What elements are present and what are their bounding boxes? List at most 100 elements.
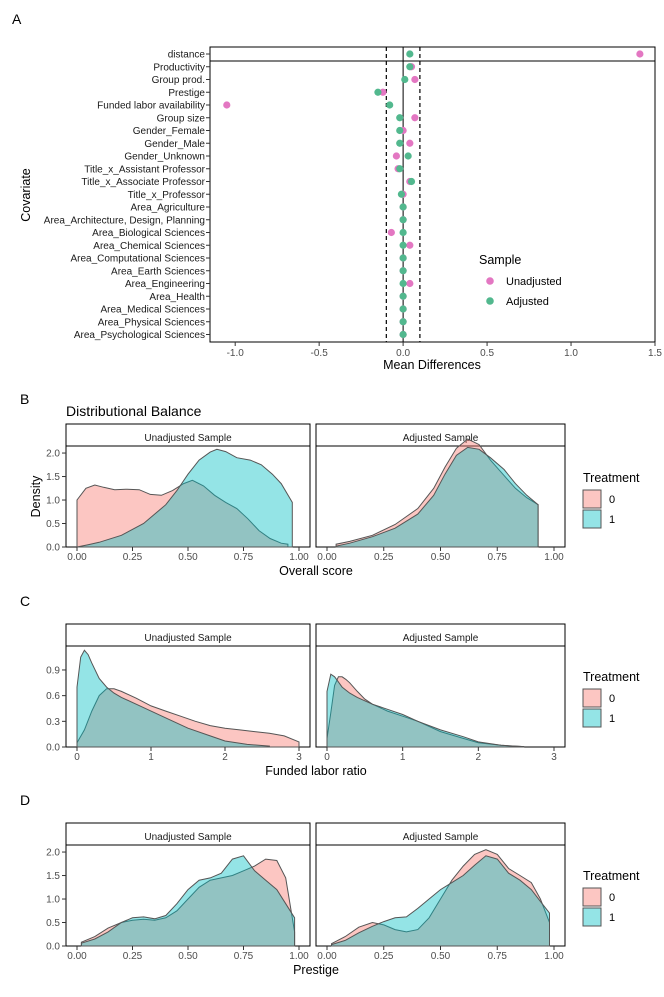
x-tick-label: 1.00 xyxy=(544,552,564,563)
legend-swatch-treatment-1 xyxy=(582,708,602,728)
x-tick-label: 0.00 xyxy=(67,951,87,962)
legend-label-treatment-0: 0 xyxy=(609,494,615,506)
x-tick-label: 0.75 xyxy=(234,951,254,962)
y-tick-label: 2.0 xyxy=(46,449,60,460)
y-tick-label: 1.5 xyxy=(46,472,60,483)
density-area-treatment-0 xyxy=(76,688,300,748)
x-tick-label: 0.25 xyxy=(374,951,394,962)
y-tick-label: 1.0 xyxy=(46,895,60,906)
facet-label: Adjusted Sample xyxy=(403,433,479,444)
density-area-treatment-0 xyxy=(335,438,539,548)
covariate-label: Area_Psychological Sciences xyxy=(74,330,205,341)
point-adjusted xyxy=(406,50,414,58)
x-tick-label: 2 xyxy=(222,752,228,763)
x-tick-label: -1.0 xyxy=(227,348,245,359)
point-unadjusted xyxy=(379,88,387,96)
point-adjusted xyxy=(406,63,414,71)
covariate-label: Title_x_Assistant Professor xyxy=(84,164,205,175)
y-tick-label: 0.9 xyxy=(46,665,60,676)
x-tick-label: 0.0 xyxy=(396,348,410,359)
x-tick-label: 0.25 xyxy=(123,552,143,563)
covariate-label: Area_Computational Sciences xyxy=(70,254,205,265)
covariate-label: Funded labor availability xyxy=(97,101,205,112)
point-adjusted xyxy=(399,203,407,211)
covariate-label: Gender_Male xyxy=(144,139,205,150)
x-tick-label: 1.00 xyxy=(289,552,309,563)
x-tick-label: 0 xyxy=(74,752,80,763)
point-unadjusted xyxy=(223,101,231,109)
point-unadjusted xyxy=(392,152,400,160)
x-tick-label: -0.5 xyxy=(311,348,329,359)
covariate-label: Area_Physical Sciences xyxy=(98,317,205,328)
covariate-label: Area_Earth Sciences xyxy=(111,266,205,277)
x-tick-label: 1.00 xyxy=(544,951,564,962)
point-unadjusted xyxy=(387,228,395,237)
density-area-treatment-0 xyxy=(331,849,550,947)
point-adjusted xyxy=(397,190,406,198)
love-plot-frame xyxy=(209,46,656,343)
point-unadjusted xyxy=(411,75,419,84)
y-tick-label: 0.6 xyxy=(46,691,60,702)
x-tick-label: 0.50 xyxy=(431,552,451,563)
x-tick-label: 0.25 xyxy=(374,552,394,563)
density-area-treatment-0 xyxy=(80,858,296,947)
x-axis-title: Mean Differences xyxy=(383,358,481,372)
covariate-label: Area_Engineering xyxy=(125,279,205,290)
point-adjusted xyxy=(399,241,407,249)
y-tick-label: 0.0 xyxy=(46,743,60,754)
legend-swatch-treatment-0 xyxy=(582,688,602,708)
legend-swatch-treatment-1 xyxy=(582,907,602,927)
point-adjusted xyxy=(399,305,407,313)
density-area-treatment-1 xyxy=(326,673,525,748)
legend-label-treatment-0: 0 xyxy=(609,892,615,904)
x-tick-label: 0.25 xyxy=(123,951,143,962)
legend-swatch-treatment-1 xyxy=(582,509,602,529)
density-area-treatment-1 xyxy=(80,855,296,947)
y-tick-label: 0.0 xyxy=(46,543,60,554)
legend-label-unadjusted: Unadjusted xyxy=(506,276,562,288)
x-tick-label: 1.0 xyxy=(564,348,578,359)
point-unadjusted xyxy=(406,241,414,249)
point-adjusted xyxy=(399,254,407,262)
legend-label-treatment-0: 0 xyxy=(609,693,615,705)
density-area-treatment-1 xyxy=(335,446,539,548)
point-adjusted xyxy=(399,292,407,300)
covariate-label: Title_x_Associate Professor xyxy=(81,177,205,188)
facet-label: Unadjusted Sample xyxy=(144,433,232,444)
point-unadjusted xyxy=(406,279,414,288)
y-tick-label: 2.0 xyxy=(46,848,60,859)
covariate-label: Group prod. xyxy=(152,75,205,86)
x-tick-label: 0.50 xyxy=(431,951,451,962)
facet-label: Adjusted Sample xyxy=(403,633,479,644)
covariate-label: Gender_Female xyxy=(133,126,206,137)
legend-label-treatment-1: 1 xyxy=(609,912,615,924)
covariate-label: Productivity xyxy=(153,62,205,73)
covariate-label: Area_Chemical Sciences xyxy=(93,241,205,252)
legend-swatch-treatment-0 xyxy=(582,489,602,509)
point-unadjusted xyxy=(411,114,419,122)
covariate-label: Area_Biological Sciences xyxy=(92,228,205,239)
covariate-label: Prestige xyxy=(168,88,205,99)
point-unadjusted xyxy=(636,50,644,58)
funded-labor-density: Unadjusted Sample 0 1 2 3 Adjusted Sample 0 1 2 3… xyxy=(46,623,640,778)
point-adjusted xyxy=(399,228,407,237)
x-tick-label: 1 xyxy=(400,752,406,763)
x-axis-title: Funded labor ratio xyxy=(265,764,367,778)
x-tick-label: 3 xyxy=(296,752,302,763)
point-adjusted xyxy=(399,216,407,224)
legend-swatch-unadjusted xyxy=(486,277,494,285)
x-tick-label: 0.00 xyxy=(67,552,87,563)
point-unadjusted xyxy=(406,139,414,147)
y-tick-label: 0.0 xyxy=(46,942,60,953)
covariate-label: Gender_Unknown xyxy=(124,152,205,163)
covariate-label: distance xyxy=(168,50,206,61)
legend-label-adjusted: Adjusted xyxy=(506,296,549,308)
legend-swatch-adjusted xyxy=(486,297,494,305)
point-adjusted xyxy=(399,267,407,275)
y-axis-title: Density xyxy=(29,475,43,517)
facet-label: Unadjusted Sample xyxy=(144,832,232,843)
point-adjusted xyxy=(399,279,407,288)
x-axis-title: Overall score xyxy=(279,564,353,578)
point-adjusted xyxy=(399,318,407,326)
